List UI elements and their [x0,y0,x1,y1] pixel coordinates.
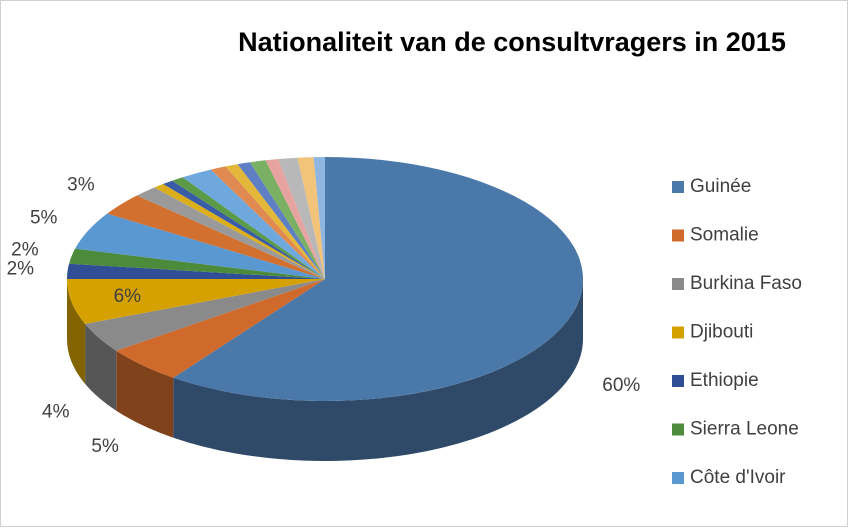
slice [75,213,325,279]
legend-label: Ethiopie [690,370,759,391]
data-label: 4% [42,401,70,422]
legend-label: Somalie [690,225,759,246]
slice [85,279,325,351]
slice [297,157,325,279]
slice [107,195,326,279]
slice [172,177,325,279]
slice [313,157,325,279]
slice [69,248,325,279]
legend-swatch [672,326,684,339]
slice [67,263,325,279]
slice [67,279,325,324]
chart-title: Nationaliteit van de consultvragers in 2… [238,27,786,57]
slice [278,157,325,279]
slice [265,159,325,279]
legend-swatch [672,181,684,193]
legend-swatch [672,423,684,436]
legend-swatch [672,375,684,387]
legend-swatch [672,472,684,484]
slice-side [173,279,583,461]
data-label: 6% [114,286,142,307]
legend-label: Côte d'Ivoir [690,467,786,488]
legend-swatch [672,229,684,242]
data-label: 60% [602,375,640,396]
data-label: 3% [67,175,95,196]
slice [249,160,325,279]
slice [182,169,325,279]
slice [154,184,325,279]
data-label: 2% [11,239,39,260]
slice [237,162,325,279]
legend-label: Sierra Leone [690,419,799,440]
data-label: 2% [7,258,35,279]
slice-side [116,350,174,438]
slice [210,166,325,279]
legend-label: Burkina Faso [690,273,802,294]
legend-swatch [672,278,684,290]
slice [173,157,584,402]
data-label: 5% [30,207,58,228]
slice [116,279,325,378]
slice [163,180,325,279]
data-label: 5% [91,436,119,457]
slice-side [85,323,117,411]
slice [136,187,325,279]
legend-label: Djibouti [690,322,753,343]
slice-side [67,279,86,384]
slice [225,164,325,279]
legend-label: Guinée [690,176,751,197]
